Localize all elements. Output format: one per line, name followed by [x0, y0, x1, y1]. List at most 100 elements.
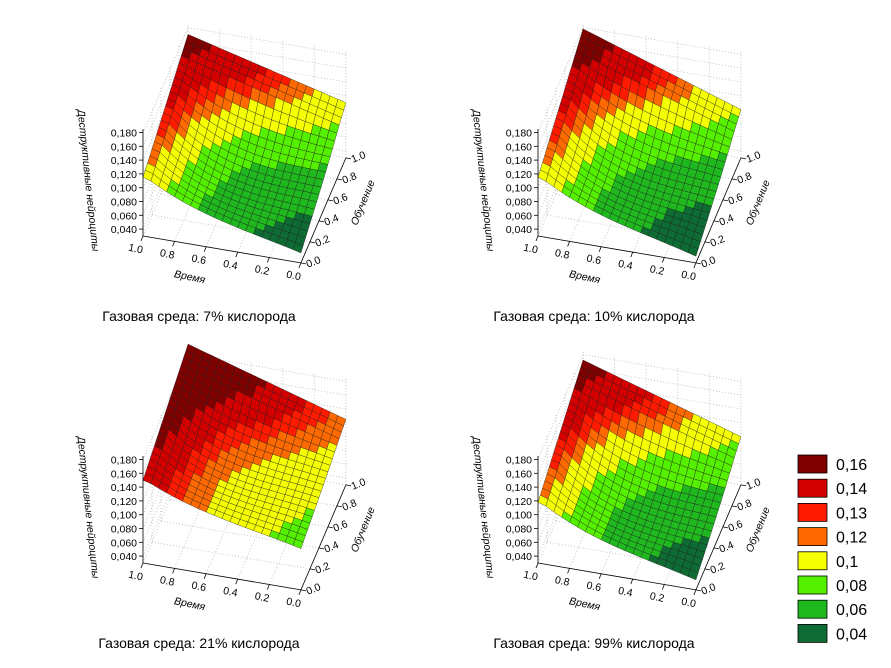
x-tick-label: 0.4: [617, 258, 634, 273]
z-tick-label: 0,160: [111, 141, 137, 153]
y-tick-label: 0.6: [332, 191, 350, 208]
grid-line: [142, 450, 189, 557]
surface-mesh: [142, 343, 347, 549]
y-tick-label: 0.0: [700, 581, 718, 598]
legend-swatch: [797, 527, 828, 546]
x-tick-label: 0.0: [285, 596, 302, 611]
x-tick-mark: [693, 589, 697, 596]
x-tick-mark: [235, 578, 239, 585]
z-axis-label: Деструктивные нейроциты: [469, 435, 496, 579]
y-tick-mark: [713, 220, 719, 223]
y-tick-mark: [740, 484, 746, 487]
legend-swatch: [797, 575, 828, 595]
y-tick-label: 0.0: [700, 254, 718, 271]
y-tick-label: 0.2: [709, 233, 727, 250]
y-tick-mark: [740, 157, 746, 160]
y-tick-label: 0.8: [341, 497, 359, 514]
z-tick-label: 0,120: [111, 496, 137, 508]
y-tick-label: 0.2: [314, 560, 332, 577]
x-tick-label: 0.0: [285, 269, 302, 284]
y-tick-mark: [704, 241, 710, 244]
x-axis-label: Время: [568, 268, 602, 286]
y-tick-label: 0.4: [323, 539, 341, 556]
y-axis-line: [300, 157, 347, 264]
z-tick-label: 0,120: [111, 169, 137, 181]
y-tick-label: 1.0: [350, 476, 368, 493]
y-tick-label: 0.8: [736, 170, 754, 187]
y-tick-mark: [336, 505, 342, 508]
x-axis-label: Время: [568, 595, 602, 613]
z-tick-label: 0,040: [111, 224, 137, 236]
x-tick-mark: [661, 584, 665, 590]
z-axis-label: Деструктивные нейроциты: [469, 108, 496, 252]
x-tick-mark: [298, 262, 302, 269]
x-axis: 1.0 0.8 0.6 0.4 0.2 0.0 Время: [127, 562, 302, 613]
x-axis-line: [537, 562, 696, 591]
z-tick-label: 0,180: [111, 455, 137, 467]
z-axis-label: Деструктивные нейроциты: [74, 435, 101, 579]
x-tick-mark: [298, 589, 302, 596]
y-tick-mark: [327, 199, 333, 202]
grid-line: [142, 27, 189, 133]
grid-line: [537, 368, 584, 474]
z-tick-label: 0,120: [506, 169, 532, 181]
grid-line: [537, 41, 584, 147]
x-tick-label: 0.2: [649, 590, 666, 605]
legend-label: 0,16: [836, 457, 867, 474]
y-axis-label: Обучение: [744, 505, 773, 554]
z-tick-label: 0,040: [506, 224, 532, 236]
surface-mesh: [537, 28, 742, 257]
z-tick-label: 0,180: [506, 128, 532, 140]
y-tick-mark: [695, 589, 701, 592]
x-tick-mark: [630, 251, 634, 258]
y-axis-label: Обучение: [349, 505, 378, 554]
y-axis-line: [695, 157, 742, 264]
grid-line: [142, 457, 189, 564]
z-tick-label: 0,080: [506, 524, 532, 536]
legend-swatch: [797, 454, 828, 474]
y-tick-mark: [722, 526, 728, 529]
x-tick-label: 0.2: [649, 263, 666, 278]
y-tick-mark: [318, 220, 324, 223]
x-tick-label: 0.4: [222, 258, 239, 273]
x-tick-mark: [535, 562, 539, 569]
y-tick-mark: [336, 178, 342, 181]
y-tick-mark: [695, 262, 701, 265]
y-tick-mark: [731, 505, 737, 508]
grid-line: [174, 463, 220, 569]
z-tick-label: 0,060: [111, 537, 137, 549]
z-tick-label: 0,180: [111, 128, 137, 140]
x-tick-label: 0.6: [190, 579, 207, 594]
z-tick-label: 0,040: [111, 551, 137, 563]
y-tick-label: 0.0: [305, 254, 323, 271]
y-tick-mark: [704, 568, 710, 571]
legend-label: 0,12: [836, 530, 867, 547]
y-axis-line: [695, 484, 742, 591]
y-tick-label: 0.2: [314, 233, 332, 250]
x-tick-label: 0.8: [554, 247, 571, 262]
x-axis-label: Время: [173, 595, 207, 613]
z-tick-label: 0,140: [506, 155, 532, 167]
z-tick-label: 0,100: [506, 510, 532, 522]
z-tick-label: 0,060: [506, 537, 532, 549]
z-tick-label: 0,160: [506, 141, 532, 153]
z-tick-label: 0,180: [506, 455, 532, 467]
surface-mesh: [537, 359, 742, 581]
y-axis-label: Обучение: [349, 178, 378, 227]
x-tick-mark: [630, 578, 634, 585]
panel-caption: Газовая среда: 7% кислорода: [102, 308, 296, 324]
z-tick-label: 0,140: [111, 482, 137, 494]
x-tick-label: 0.4: [617, 585, 634, 600]
grid-line: [537, 354, 584, 460]
x-axis-label: Время: [173, 268, 207, 286]
y-tick-mark: [309, 568, 315, 571]
legend-swatch: [797, 624, 828, 643]
x-tick-label: 1.0: [127, 242, 144, 257]
y-axis-line: [300, 484, 347, 591]
x-tick-label: 0.6: [585, 252, 602, 267]
